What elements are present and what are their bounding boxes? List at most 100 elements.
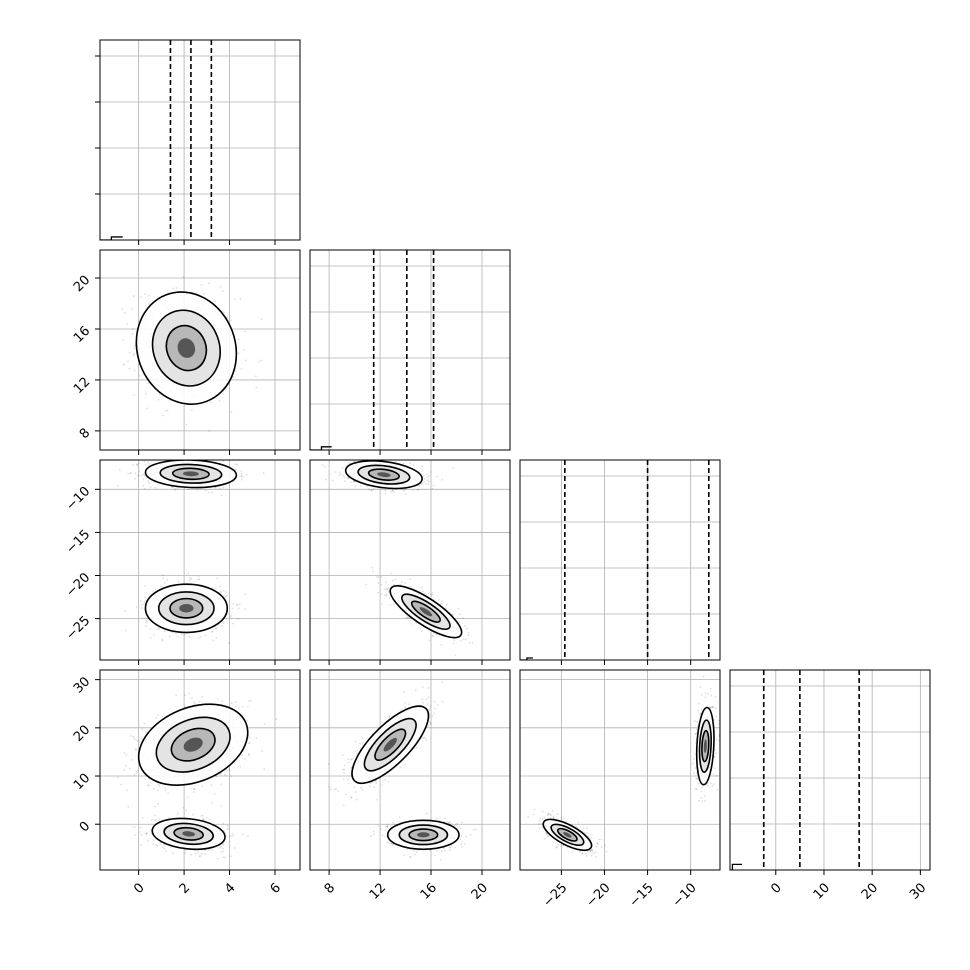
sample-point <box>131 826 134 829</box>
sample-point <box>401 488 403 491</box>
sample-point <box>149 628 152 630</box>
sample-point <box>219 585 221 588</box>
sample-point <box>408 462 411 464</box>
sample-point <box>129 471 132 474</box>
sample-point <box>152 842 154 845</box>
sample-point <box>155 843 158 846</box>
sample-point <box>190 578 192 581</box>
sample-point <box>207 282 210 285</box>
sample-point <box>208 429 211 432</box>
sample-point <box>353 460 355 463</box>
sample-point <box>138 741 141 743</box>
contour-line <box>171 467 210 481</box>
sample-point <box>215 456 217 458</box>
sample-point <box>121 308 123 311</box>
sample-point <box>147 461 149 464</box>
sample-point <box>344 458 346 460</box>
sample-point <box>422 701 424 704</box>
sample-point <box>220 591 223 594</box>
sample-point <box>186 796 189 799</box>
sample-point <box>134 477 137 480</box>
sample-point <box>244 593 246 596</box>
sample-point <box>145 731 147 734</box>
sample-point <box>144 392 147 395</box>
sample-point <box>122 364 125 367</box>
sample-point <box>122 339 125 341</box>
sample-point <box>137 769 140 772</box>
sample-point <box>222 460 225 463</box>
sample-point <box>167 792 170 795</box>
sample-point <box>157 802 160 805</box>
sample-point <box>234 847 237 849</box>
sample-point <box>118 469 121 471</box>
sample-point <box>132 735 135 738</box>
sample-point <box>219 845 222 847</box>
sample-point <box>343 480 346 483</box>
sample-point <box>200 284 203 286</box>
sample-point <box>188 579 191 582</box>
sample-point <box>232 376 235 378</box>
sample-point <box>173 487 176 490</box>
sample-point <box>160 585 163 588</box>
sample-point <box>201 852 203 855</box>
sample-point <box>255 386 258 389</box>
sample-point <box>181 633 183 636</box>
sample-point <box>147 294 150 297</box>
sample-point <box>152 633 155 636</box>
sample-point <box>184 849 187 852</box>
sample-point <box>201 814 204 817</box>
sample-point <box>188 635 191 638</box>
sample-point <box>371 566 374 569</box>
sample-point <box>130 734 132 737</box>
sample-point <box>216 577 219 580</box>
sample-point <box>261 750 264 753</box>
sample-point <box>133 347 136 350</box>
sample-point <box>440 478 443 481</box>
sample-point <box>158 784 161 787</box>
sample-point <box>248 741 251 744</box>
sample-point <box>145 621 148 624</box>
sample-point <box>136 463 139 466</box>
sample-point <box>236 604 239 606</box>
panel-frame <box>99 249 301 451</box>
sample-point <box>136 464 139 467</box>
sample-point <box>215 775 218 778</box>
sample-point <box>211 587 214 590</box>
sample-point <box>135 463 138 466</box>
panel-content <box>310 670 510 870</box>
sample-point <box>236 463 239 466</box>
sample-point <box>134 472 137 475</box>
sample-point <box>144 625 147 627</box>
sample-point <box>255 737 258 739</box>
sample-point <box>159 843 162 846</box>
sample-point <box>199 635 202 638</box>
contour-line <box>357 464 411 485</box>
density-level <box>182 471 199 477</box>
sample-point <box>185 423 188 426</box>
sample-point <box>372 570 374 573</box>
sample-point <box>133 737 136 740</box>
sample-point <box>402 490 405 492</box>
sample-point <box>240 470 243 472</box>
sample-point <box>141 474 144 477</box>
sample-point <box>248 736 251 739</box>
sample-point <box>172 852 174 855</box>
contour-line <box>159 463 223 484</box>
sample-point <box>425 739 427 741</box>
sample-point <box>161 846 164 848</box>
sample-point <box>140 737 142 740</box>
sample-point <box>214 486 217 489</box>
panel-content <box>100 250 300 450</box>
sample-point <box>248 699 250 702</box>
sample-point <box>468 641 471 644</box>
sample-point <box>384 581 387 584</box>
sample-point <box>220 494 223 497</box>
contour-line <box>157 591 215 626</box>
sample-point <box>353 786 356 789</box>
sample-point <box>184 694 186 696</box>
sample-point <box>193 701 196 704</box>
sample-point <box>219 285 222 288</box>
sample-point <box>130 472 133 475</box>
sample-point <box>351 758 354 760</box>
sample-point <box>204 634 207 637</box>
